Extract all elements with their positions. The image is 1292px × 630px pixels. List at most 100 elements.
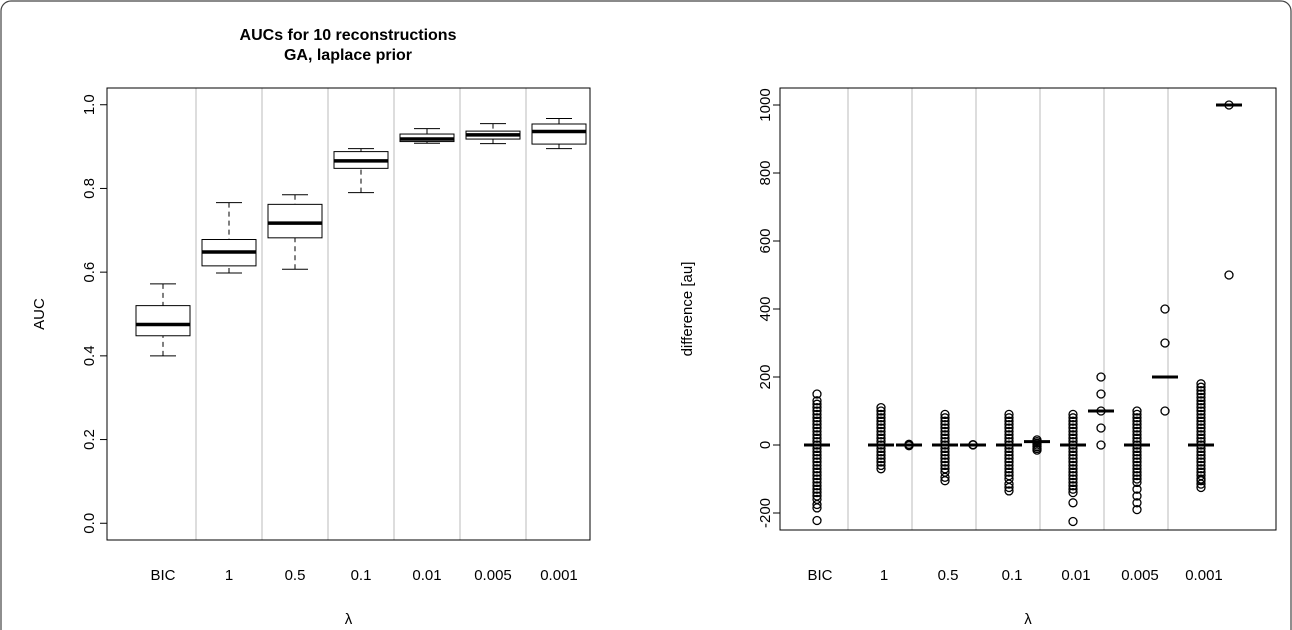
point (1004, 470, 1014, 481)
x-tick-label: 0.01 (412, 567, 441, 584)
point (812, 450, 822, 460)
point (1004, 453, 1014, 464)
point (1196, 467, 1206, 477)
point (1196, 406, 1206, 416)
point (1004, 464, 1014, 474)
point (1068, 433, 1078, 443)
point (940, 430, 950, 440)
box (531, 123, 587, 145)
point (1196, 399, 1206, 409)
point (1196, 385, 1206, 396)
point (1068, 419, 1078, 430)
point (812, 474, 822, 484)
point (812, 406, 822, 416)
y-tick-label: 0.6 (81, 262, 98, 283)
point (1068, 470, 1078, 481)
point (876, 430, 886, 440)
chart-subtitle: GA, laplace prior (284, 47, 412, 64)
point (1096, 389, 1106, 399)
point (876, 416, 886, 426)
y-tick-label: 400 (757, 296, 774, 321)
point (1068, 484, 1078, 494)
point (1132, 453, 1142, 464)
point (812, 453, 822, 464)
point (1196, 402, 1206, 413)
point (876, 457, 886, 467)
point (812, 423, 822, 433)
y-tick-label: 800 (757, 160, 774, 185)
point (812, 484, 822, 494)
point (1132, 484, 1142, 494)
point (1004, 450, 1014, 460)
point (1132, 467, 1142, 477)
point (1068, 416, 1078, 426)
chart-title: AUCs for 10 reconstructions (240, 27, 457, 44)
point (1132, 464, 1142, 474)
point (1132, 409, 1142, 420)
point (1132, 430, 1142, 440)
point (812, 413, 822, 423)
point (1132, 498, 1142, 508)
point (876, 426, 886, 437)
box (267, 203, 323, 239)
point (1068, 450, 1078, 460)
point (1068, 430, 1078, 440)
point (1196, 450, 1206, 460)
point (940, 460, 950, 471)
point (940, 447, 950, 457)
point (1196, 392, 1206, 403)
point (812, 399, 822, 409)
point (1196, 470, 1206, 481)
point (876, 433, 886, 443)
point (812, 460, 822, 471)
point (876, 413, 886, 423)
y-tick-label: 600 (757, 228, 774, 253)
point (812, 467, 822, 477)
point (1068, 447, 1078, 457)
point (1132, 413, 1142, 423)
point (812, 430, 822, 440)
point (1004, 426, 1014, 437)
point (940, 423, 950, 433)
point (812, 515, 822, 526)
x-axis-label: λ (1024, 611, 1032, 628)
point (876, 423, 886, 433)
y-tick-label: 0.8 (81, 178, 98, 199)
point (940, 433, 950, 443)
point (812, 426, 822, 437)
point (812, 389, 822, 399)
point (876, 447, 886, 457)
point (812, 470, 822, 481)
y-tick-label: 0.4 (81, 345, 98, 366)
point (940, 426, 950, 437)
point (1196, 419, 1206, 430)
point (1132, 491, 1142, 501)
point (940, 409, 950, 420)
point (1196, 379, 1206, 389)
point (876, 419, 886, 430)
point (940, 450, 950, 460)
point (1196, 396, 1206, 406)
point (812, 447, 822, 457)
x-tick-label: 0.001 (540, 567, 578, 584)
point (812, 477, 822, 488)
point (1004, 430, 1014, 440)
x-axis-label: λ (345, 611, 353, 628)
point (940, 419, 950, 430)
point (1004, 457, 1014, 467)
point (876, 453, 886, 464)
y-axis-label: difference [au] (679, 262, 696, 357)
x-tick-label: 0.001 (1185, 567, 1223, 584)
point (1004, 460, 1014, 471)
point (1004, 486, 1014, 496)
point (1132, 419, 1142, 430)
y-tick-label: -200 (757, 498, 774, 528)
point (1132, 450, 1142, 460)
point (1068, 467, 1078, 477)
point (1196, 389, 1206, 399)
y-tick-label: 0.0 (81, 513, 98, 534)
x-tick-label: 0.5 (938, 567, 959, 584)
point (1004, 413, 1014, 423)
